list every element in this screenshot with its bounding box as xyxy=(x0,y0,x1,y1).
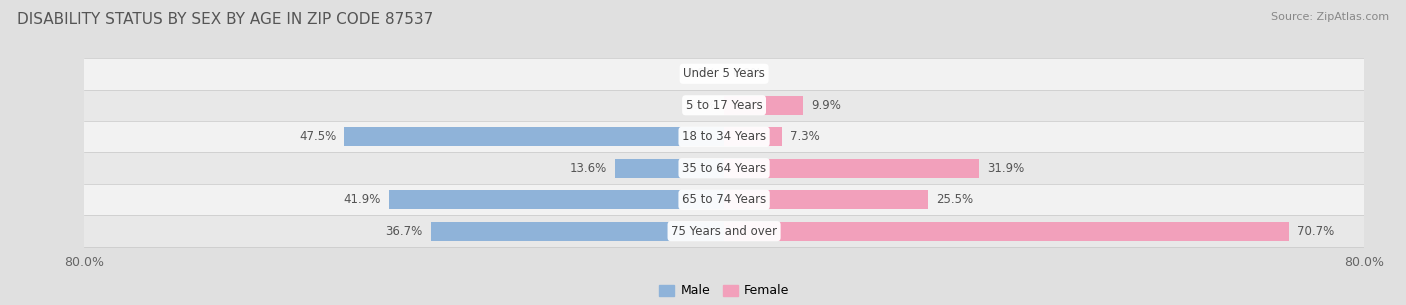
Text: 0.0%: 0.0% xyxy=(733,67,762,80)
Bar xyxy=(430,222,724,241)
Text: DISABILITY STATUS BY SEX BY AGE IN ZIP CODE 87537: DISABILITY STATUS BY SEX BY AGE IN ZIP C… xyxy=(17,12,433,27)
Text: 7.3%: 7.3% xyxy=(790,130,820,143)
Bar xyxy=(389,190,724,209)
Bar xyxy=(724,222,1289,241)
Text: 31.9%: 31.9% xyxy=(987,162,1025,175)
Text: 5 to 17 Years: 5 to 17 Years xyxy=(686,99,762,112)
Text: 13.6%: 13.6% xyxy=(569,162,607,175)
Text: 0.0%: 0.0% xyxy=(686,67,716,80)
Text: 41.9%: 41.9% xyxy=(343,193,381,206)
Text: 47.5%: 47.5% xyxy=(299,130,336,143)
Text: 25.5%: 25.5% xyxy=(936,193,973,206)
Bar xyxy=(724,127,783,146)
Bar xyxy=(84,58,1364,90)
Text: Source: ZipAtlas.com: Source: ZipAtlas.com xyxy=(1271,12,1389,22)
Bar xyxy=(84,184,1364,215)
Bar xyxy=(724,190,928,209)
Text: 36.7%: 36.7% xyxy=(385,225,423,238)
Text: 70.7%: 70.7% xyxy=(1298,225,1334,238)
Text: 18 to 34 Years: 18 to 34 Years xyxy=(682,130,766,143)
Legend: Male, Female: Male, Female xyxy=(654,279,794,303)
Text: 9.9%: 9.9% xyxy=(811,99,841,112)
Text: 0.0%: 0.0% xyxy=(686,99,716,112)
Bar xyxy=(84,152,1364,184)
Bar xyxy=(724,96,803,115)
Bar xyxy=(84,215,1364,247)
Text: 35 to 64 Years: 35 to 64 Years xyxy=(682,162,766,175)
Bar xyxy=(616,159,724,178)
Bar xyxy=(344,127,724,146)
Bar xyxy=(84,121,1364,152)
Text: 75 Years and over: 75 Years and over xyxy=(671,225,778,238)
Text: 65 to 74 Years: 65 to 74 Years xyxy=(682,193,766,206)
Bar xyxy=(724,159,979,178)
Bar xyxy=(84,90,1364,121)
Text: Under 5 Years: Under 5 Years xyxy=(683,67,765,80)
